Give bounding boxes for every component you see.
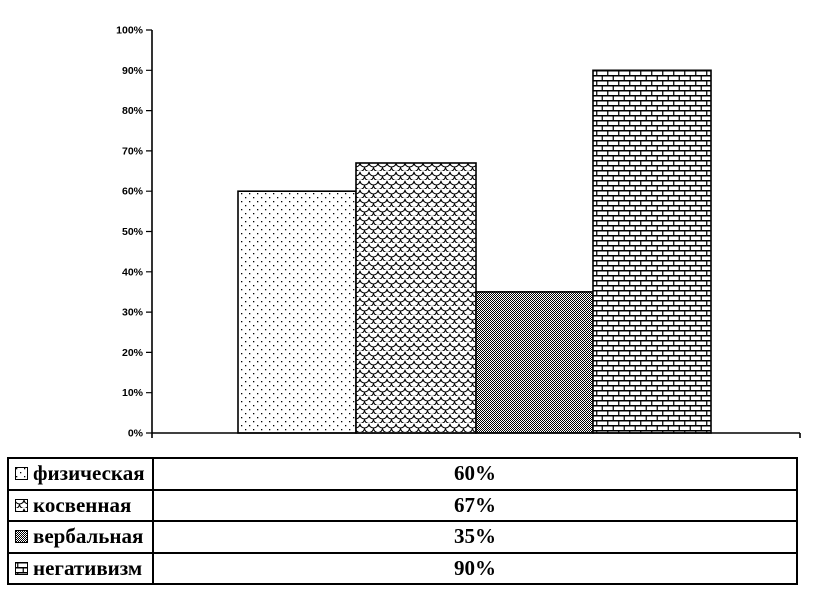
ytick-20: 20% (122, 347, 144, 359)
ytick-80: 80% (122, 105, 144, 117)
ytick-70: 70% (122, 145, 144, 157)
table-row: негативизм 90% (7, 551, 798, 585)
table-row: вербальная 35% (7, 520, 798, 554)
legend-swatch-dense-checker-icon (15, 530, 28, 544)
ytick-0: 0% (128, 428, 144, 440)
bar-verbal (475, 291, 594, 434)
y-axis-tick-marks (146, 29, 152, 434)
bar-physical (237, 190, 357, 434)
x-axis (152, 432, 801, 438)
ytick-90: 90% (122, 65, 144, 77)
legend-swatch-sparse-dots-icon (15, 467, 28, 481)
table-row: косвенная 67% (7, 488, 798, 522)
legend-value-negativism: 90% (152, 551, 798, 585)
legend-swatch-bricks-icon (15, 561, 28, 575)
legend-label-indirect: косвенная (33, 492, 132, 517)
ytick-30: 30% (122, 307, 144, 319)
ytick-100: 100% (116, 25, 144, 37)
ytick-40: 40% (122, 266, 144, 278)
bar-negativism (592, 69, 712, 434)
legend-label-verbal: вербальная (33, 524, 144, 549)
legend-label-physical: физическая (33, 461, 145, 486)
ytick-10: 10% (122, 387, 144, 399)
table-row: физическая 60% (7, 457, 798, 491)
legend-value-verbal: 35% (152, 520, 798, 554)
ytick-60: 60% (122, 186, 144, 198)
legend-value-physical: 60% (152, 457, 798, 491)
legend-value-indirect: 67% (152, 488, 798, 522)
ytick-50: 50% (122, 226, 144, 238)
bar-indirect (355, 162, 477, 434)
legend-swatch-fish-scales-icon (15, 498, 28, 512)
legend-label-negativism: негативизм (33, 555, 143, 580)
bar-chart: 0% 10% 20% 30% 40% 50% 60% 70% 80% 90% 1… (116, 25, 801, 440)
legend-table: физическая 60% косвенная 67% (7, 457, 798, 585)
